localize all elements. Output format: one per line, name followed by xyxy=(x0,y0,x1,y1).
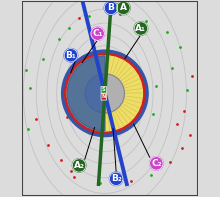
Text: B₁: B₁ xyxy=(66,51,76,60)
Text: C₁: C₁ xyxy=(92,29,103,38)
Circle shape xyxy=(64,49,78,62)
Circle shape xyxy=(150,157,163,170)
Circle shape xyxy=(91,27,104,40)
Circle shape xyxy=(85,74,125,113)
Text: C₂: C₂ xyxy=(151,159,162,168)
Text: B: B xyxy=(108,3,114,12)
Circle shape xyxy=(117,1,130,15)
Text: A: A xyxy=(120,3,127,12)
Text: B₂: B₂ xyxy=(111,174,122,183)
Circle shape xyxy=(67,56,142,131)
Circle shape xyxy=(62,50,148,137)
FancyBboxPatch shape xyxy=(101,94,107,100)
Text: N: N xyxy=(102,94,106,99)
Circle shape xyxy=(72,159,86,172)
Circle shape xyxy=(104,1,118,15)
Text: A₁: A₁ xyxy=(136,24,146,33)
Text: S: S xyxy=(102,87,106,92)
Polygon shape xyxy=(67,56,105,131)
Circle shape xyxy=(134,22,148,35)
Text: A₂: A₂ xyxy=(74,161,85,170)
Circle shape xyxy=(110,172,123,186)
Circle shape xyxy=(65,53,145,134)
FancyBboxPatch shape xyxy=(101,87,107,93)
